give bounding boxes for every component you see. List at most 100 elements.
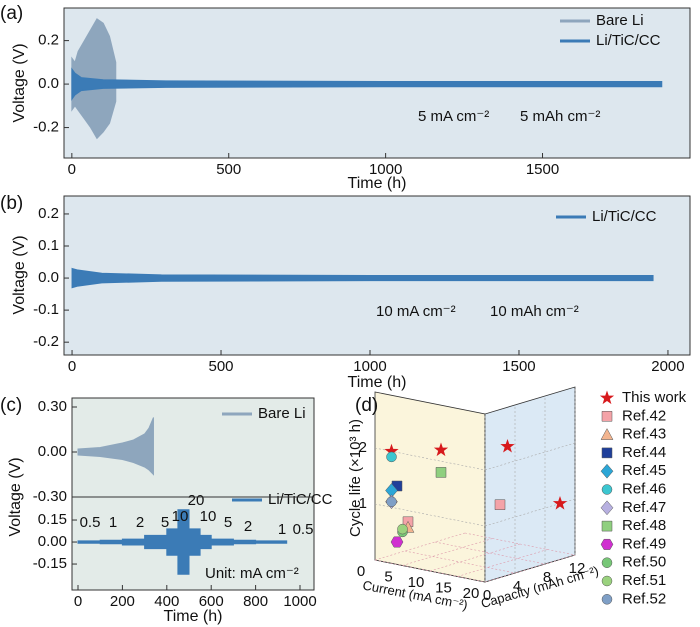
- series-group: [77, 509, 288, 575]
- annotation: 1: [109, 514, 117, 531]
- x-axis-label: Time (h): [164, 608, 223, 625]
- panel-label: (a): [0, 3, 23, 24]
- marker: [552, 496, 568, 510]
- series-group: [71, 18, 663, 140]
- panel-label: (d): [355, 395, 378, 416]
- marker: [390, 536, 404, 548]
- y-axis-label: Voltage (V): [11, 43, 28, 122]
- z-tick-label: 2: [359, 439, 367, 456]
- y-tick-label: 12: [569, 560, 586, 577]
- marker: [386, 451, 397, 463]
- x-tick-label: 1000: [353, 358, 386, 375]
- annotation: 5 mAh cm⁻²: [520, 108, 600, 125]
- marker: [500, 438, 515, 453]
- legend-marker: [601, 447, 613, 459]
- legend-label: Ref.43: [622, 426, 666, 443]
- y-tick-label: 0.2: [38, 32, 59, 49]
- y-tick-label: 0.00: [38, 443, 67, 460]
- y-tick-label: 0: [483, 587, 491, 604]
- annotation: 10: [200, 508, 217, 525]
- annotation: 2: [136, 514, 144, 531]
- legend-label: Ref.48: [622, 517, 666, 534]
- legend-label: This work: [622, 389, 687, 406]
- x-tick-label: 400: [154, 593, 179, 610]
- legend-label: Ref.51: [622, 572, 666, 589]
- legend-marker: [601, 411, 613, 422]
- marker: [435, 467, 447, 478]
- legend-marker: [600, 500, 614, 516]
- z-tick-label: 1: [359, 495, 367, 512]
- y-tick-label: -0.2: [33, 119, 59, 136]
- x-tick-label: 1500: [526, 161, 559, 178]
- y-tick-label: 0.2: [38, 205, 59, 222]
- grid-line: [404, 550, 516, 574]
- right-wall: [484, 386, 576, 583]
- axes-frame: [63, 195, 691, 356]
- y-tick-label: -0.30: [33, 488, 67, 505]
- legend-label: Ref.47: [622, 499, 666, 516]
- legend-label: Ref.44: [622, 444, 666, 461]
- x-tick-label: 1500: [502, 358, 535, 375]
- annotation: 20: [188, 492, 205, 509]
- y-tick-label: 0.30: [38, 398, 67, 415]
- x-tick-label: 0: [68, 161, 76, 178]
- annotation: 5 mA cm⁻²: [418, 108, 489, 125]
- x-tick-label: 1000: [283, 593, 316, 610]
- grid-line: [374, 447, 486, 471]
- legend-marker: [601, 594, 613, 605]
- y-axis-label: Voltage (V): [7, 457, 24, 536]
- y-tick-label: 0.0: [38, 269, 59, 286]
- y-tick-label: -0.2: [33, 333, 59, 350]
- z-axis-label: Cycle life (×10³ h): [347, 419, 364, 537]
- y-tick-label: -0.15: [33, 555, 67, 572]
- x-tick-label: 20: [463, 585, 480, 602]
- legend-marker: [601, 575, 613, 587]
- voltage-band: [71, 67, 663, 101]
- panel-label: (b): [0, 193, 23, 214]
- x-tick-label: 800: [243, 593, 268, 610]
- annotation: 5: [161, 514, 169, 531]
- legend-marker: [599, 390, 615, 405]
- legend-label: Ref.50: [622, 554, 666, 571]
- y-tick-label: 4: [513, 578, 521, 595]
- marker: [433, 442, 449, 457]
- x-tick-label: 0: [74, 593, 82, 610]
- voltage-band: [77, 509, 288, 575]
- marker: [386, 496, 397, 507]
- grid-line: [374, 503, 486, 527]
- legend-label: Li/TiC/CC: [596, 32, 661, 49]
- legend-marker: [601, 557, 613, 568]
- legend-label: Li/TiC/CC: [592, 208, 657, 225]
- x-tick-label: 200: [110, 593, 135, 610]
- y-tick-label: 8: [543, 569, 551, 586]
- annotation: 0.5: [80, 514, 101, 531]
- grid-line: [464, 532, 576, 556]
- y-tick-label: 0.0: [38, 75, 59, 92]
- legend-label: Ref.52: [622, 590, 666, 607]
- legend-label: Li/TiC/CC: [268, 491, 333, 508]
- x-tick-label: 600: [199, 593, 224, 610]
- annotation: 0.5: [293, 521, 314, 538]
- x-tick-label: 5: [384, 568, 392, 585]
- x-tick-label: 10: [408, 574, 425, 591]
- legend-marker: [600, 538, 614, 550]
- legend-label: Ref.42: [622, 407, 666, 424]
- legend-marker: [601, 520, 613, 532]
- legend-marker: [600, 428, 614, 440]
- series-group: [71, 267, 654, 289]
- x-tick-label: 0: [357, 563, 365, 580]
- legend-label: Ref.45: [622, 462, 666, 479]
- annotation: 2: [244, 518, 252, 535]
- voltage-band: [71, 267, 654, 289]
- x-tick-label: 500: [216, 161, 241, 178]
- y-tick-label: 0.1: [38, 237, 59, 254]
- annotation: 10: [172, 508, 189, 525]
- grid-line: [434, 541, 546, 565]
- legend-label: Bare Li: [258, 405, 306, 422]
- marker: [384, 443, 399, 458]
- voltage-band: [77, 417, 154, 476]
- y-tick-label: 0.15: [38, 511, 67, 528]
- x-tick-label: 500: [209, 358, 234, 375]
- y-axis-label: Voltage (V): [11, 235, 28, 314]
